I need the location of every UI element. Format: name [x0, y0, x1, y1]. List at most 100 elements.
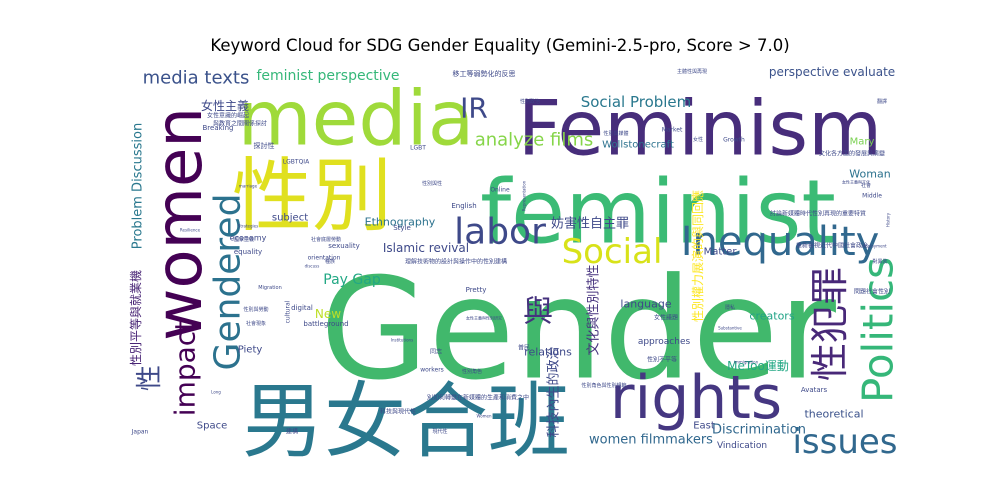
word-83: Long — [211, 390, 221, 395]
word-52: Pretty — [466, 286, 487, 294]
word-27: Discrimination — [712, 423, 806, 438]
word-17: 性 — [135, 365, 165, 391]
word-15: impact — [169, 320, 202, 416]
word-113: 現代性 — [432, 428, 447, 435]
word-30: 性別平等與就業機 — [128, 270, 143, 366]
word-108: 建構 — [286, 428, 298, 436]
word-18: IR — [460, 92, 488, 125]
word-101: 問題社會性別 — [854, 288, 890, 296]
word-114: 女性 — [693, 136, 703, 143]
word-42: relations — [524, 346, 572, 359]
chart-title: Keyword Cloud for SDG Gender Equality (G… — [210, 36, 790, 55]
word-115: 性別與性 — [422, 180, 442, 187]
word-5: media — [238, 74, 475, 163]
word-60: Middle — [862, 193, 882, 200]
word-89: 女性意識的崛起 — [207, 112, 249, 120]
word-28: Islamic revival — [383, 241, 469, 255]
word-95: 國家主義 — [234, 236, 254, 243]
word-96: 社會底層勞動 — [311, 236, 341, 243]
word-116: 性別政治 — [520, 98, 540, 105]
word-8: Inequality — [681, 219, 880, 265]
word-19: analyze films — [475, 130, 594, 151]
word-62: equality — [234, 248, 262, 256]
word-97: 女性議題 — [654, 314, 678, 322]
word-102: 別如何轉變在新媒體的生產和消費之中 — [427, 394, 529, 402]
word-109: 翻譯 — [877, 98, 887, 105]
word-34: 女性主義 — [201, 98, 249, 113]
word-81: History — [886, 212, 891, 227]
word-117: 對異裝 — [872, 258, 887, 265]
word-14: Social — [562, 232, 663, 272]
word-10: Gendered — [208, 194, 249, 371]
word-35: Woman — [849, 168, 890, 181]
word-71: Avatars — [801, 386, 828, 394]
word-118: 女性主義與性別研究 — [466, 315, 502, 321]
word-84: marriage — [239, 184, 258, 189]
word-29: Problem Discussion — [131, 123, 146, 249]
word-7: rights — [610, 363, 782, 433]
word-88: 女性主義與文化 — [842, 179, 870, 185]
word-47: East — [693, 421, 715, 432]
word-24: 妨害性自主罪 — [551, 216, 629, 232]
word-74: Strategies — [238, 224, 258, 229]
word-78: Women — [476, 414, 492, 419]
word-53: Online — [490, 187, 510, 194]
word-63: sexuality — [328, 242, 359, 250]
word-106: 普民 — [518, 344, 530, 352]
word-32: 科技內生的政治 — [546, 346, 562, 437]
word-23: perspective evaluate — [769, 65, 895, 79]
word-9: Politics — [854, 257, 903, 403]
word-56: LGBTQIA — [283, 159, 310, 166]
word-54: English — [451, 202, 476, 210]
word-93: 重新審視近代中國社會政治 — [796, 242, 868, 250]
word-80: immigration — [734, 360, 759, 365]
word-61: economy — [230, 234, 267, 243]
word-107: 種族 — [325, 258, 335, 265]
word-99: 性別與勞動 — [243, 306, 268, 313]
word-46: Space — [197, 421, 227, 432]
word-57: Style — [393, 224, 411, 232]
word-72: Migration — [258, 285, 282, 291]
word-3: Feminism — [518, 84, 882, 173]
word-33: 性別權力展演的與同回應 — [690, 190, 705, 322]
word-50: approaches — [638, 337, 691, 347]
word-64: orientation — [308, 255, 341, 262]
word-21: Social Problem — [581, 93, 692, 111]
word-79: employment — [861, 244, 887, 249]
word-98: 性別角色 — [462, 368, 482, 375]
word-82: Representation — [522, 180, 527, 211]
word-100: 性別角色與性別規範 — [581, 382, 626, 389]
word-86: 主體性與再現 — [677, 68, 707, 75]
word-103: 性別與媒體 — [603, 130, 628, 137]
word-110: 社會 — [861, 182, 871, 189]
word-36: Wollstonecraft — [602, 140, 674, 151]
word-31: 文化與性別特性 — [587, 264, 602, 355]
word-119: 隱私 — [725, 304, 735, 311]
word-59: Growth — [723, 137, 745, 144]
word-41: theoretical — [804, 408, 863, 421]
word-51: Vindication — [717, 441, 767, 451]
word-67: battleground — [303, 320, 348, 328]
word-4: 性別 — [232, 150, 392, 243]
word-104: 性別不平等 — [647, 356, 677, 364]
word-37: Ethnography — [365, 216, 436, 229]
word-70: Japan — [131, 429, 149, 436]
word-69: Breaking — [202, 124, 233, 132]
word-44: New — [315, 307, 341, 321]
word-76: Institutions — [391, 338, 413, 343]
word-58: Market — [662, 127, 683, 134]
word-105: 同志 — [430, 348, 442, 356]
word-66: digital — [291, 304, 313, 312]
word-75: Substantive — [718, 326, 742, 331]
word-73: Resilience — [180, 228, 201, 233]
word-48: Mary — [850, 137, 875, 148]
word-1: 男女合班 — [242, 375, 570, 470]
word-77: discuss — [305, 264, 320, 269]
word-43: Matter — [704, 247, 738, 258]
word-92: 討論新媒體時代性別再現的重要特質 — [770, 210, 866, 218]
word-112: 科技與現代性 — [380, 408, 416, 416]
word-26: women filmmakers — [589, 433, 713, 448]
word-2: feminist — [480, 161, 836, 264]
word-65: cultural — [285, 300, 292, 323]
